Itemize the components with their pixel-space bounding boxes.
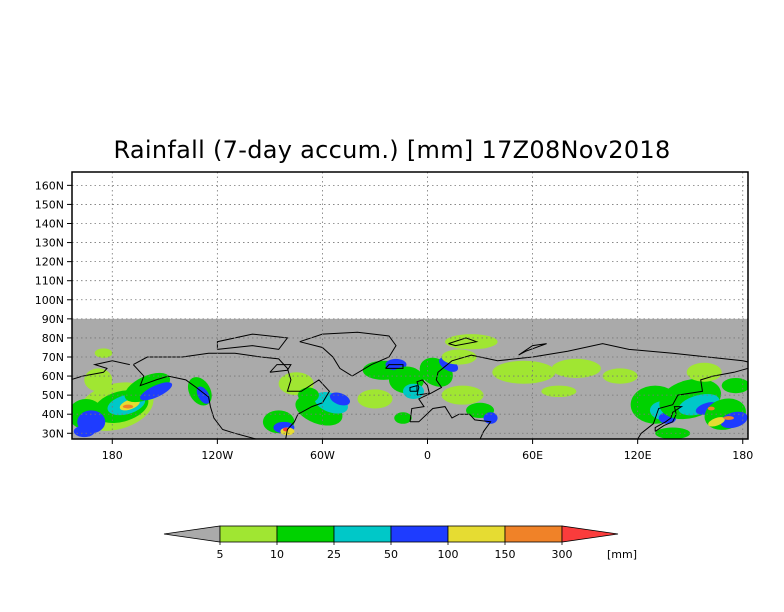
lon-tick-label: 60W [310, 449, 335, 462]
heavy-rain-core [723, 416, 734, 420]
longitude-axis: 180 120W 60W 0 60E 120E 180 [102, 439, 753, 462]
coastline [299, 331, 397, 377]
legend-arrow-high [561, 525, 619, 543]
lon-tick-label: 180 [732, 449, 753, 462]
legend-label: 300 [552, 548, 573, 561]
rain-area [84, 368, 113, 392]
legend-swatch [447, 525, 506, 543]
data-region [72, 318, 748, 439]
legend-label: 10 [270, 548, 284, 561]
rain-area [655, 427, 691, 439]
rain-area [140, 382, 173, 401]
coastline [654, 406, 684, 432]
coastline [269, 364, 292, 373]
lat-tick-label: 130N [35, 237, 64, 250]
coastline [132, 352, 331, 439]
lon-tick-label: 180 [102, 449, 123, 462]
lat-tick-label: 40N [42, 408, 64, 421]
lon-tick-label: 60E [522, 449, 543, 462]
lat-tick-label: 70N [42, 351, 64, 364]
lat-tick-label: 80N [42, 332, 64, 345]
legend-swatch [333, 525, 392, 543]
rain-area [297, 387, 319, 403]
lat-tick-label: 120N [35, 256, 64, 269]
gridlines [72, 172, 748, 439]
legend-swatch [276, 525, 335, 543]
rain-area [357, 389, 393, 409]
rain-area [720, 411, 748, 429]
legend-label: 50 [384, 548, 398, 561]
rain-area [541, 385, 577, 398]
rain-area [394, 412, 412, 424]
lon-tick-label: 0 [424, 449, 431, 462]
lon-tick-label: 120W [201, 449, 233, 462]
legend-swatch [219, 525, 278, 543]
rain-area [602, 368, 638, 384]
legend-swatch [504, 525, 563, 543]
map-frame [71, 171, 749, 440]
rain-area [441, 385, 484, 405]
lat-tick-label: 90N [42, 313, 64, 326]
lat-tick-label: 110N [35, 275, 64, 288]
lat-tick-label: 160N [35, 179, 64, 192]
legend-label: 100 [438, 548, 459, 561]
coastline [409, 343, 748, 439]
rain-area [329, 392, 351, 406]
legend-label: 25 [327, 548, 341, 561]
lat-tick-label: 100N [35, 294, 64, 307]
lat-tick-label: 150N [35, 198, 64, 211]
lat-tick-label: 30N [42, 427, 64, 440]
coastline [416, 379, 430, 396]
legend-label: 5 [217, 548, 224, 561]
coastline [448, 337, 479, 347]
coastlines [72, 331, 748, 439]
rain-area [492, 360, 556, 384]
legend-arrow-low [163, 525, 221, 543]
heavy-rain-core [707, 406, 715, 411]
legend-label: 150 [495, 548, 516, 561]
heavy-rain-core [122, 404, 134, 409]
latitude-axis: 160N 150N 140N 130N 120N 110N 100N 90N 80N 70N 60N… [35, 179, 72, 440]
rain-area [73, 425, 95, 438]
coastline [385, 364, 404, 369]
rain-area [721, 377, 748, 394]
legend-swatch [390, 525, 449, 543]
coastline [518, 343, 547, 356]
lat-tick-label: 50N [42, 389, 64, 402]
rain-area [708, 417, 725, 427]
lat-tick-label: 140N [35, 217, 64, 230]
rain-area [551, 358, 601, 378]
color-legend: 5 10 25 50 100 150 300 [mm] [163, 525, 637, 561]
lon-tick-label: 120E [624, 449, 652, 462]
coastline [216, 333, 289, 350]
rain-area [686, 362, 722, 382]
map-title: Rainfall (7-day accum.) [mm] 17Z08Nov201… [113, 136, 671, 164]
rain-area [94, 348, 113, 358]
legend-unit: [mm] [607, 548, 637, 561]
lat-tick-label: 60N [42, 370, 64, 383]
coastline [409, 384, 418, 392]
